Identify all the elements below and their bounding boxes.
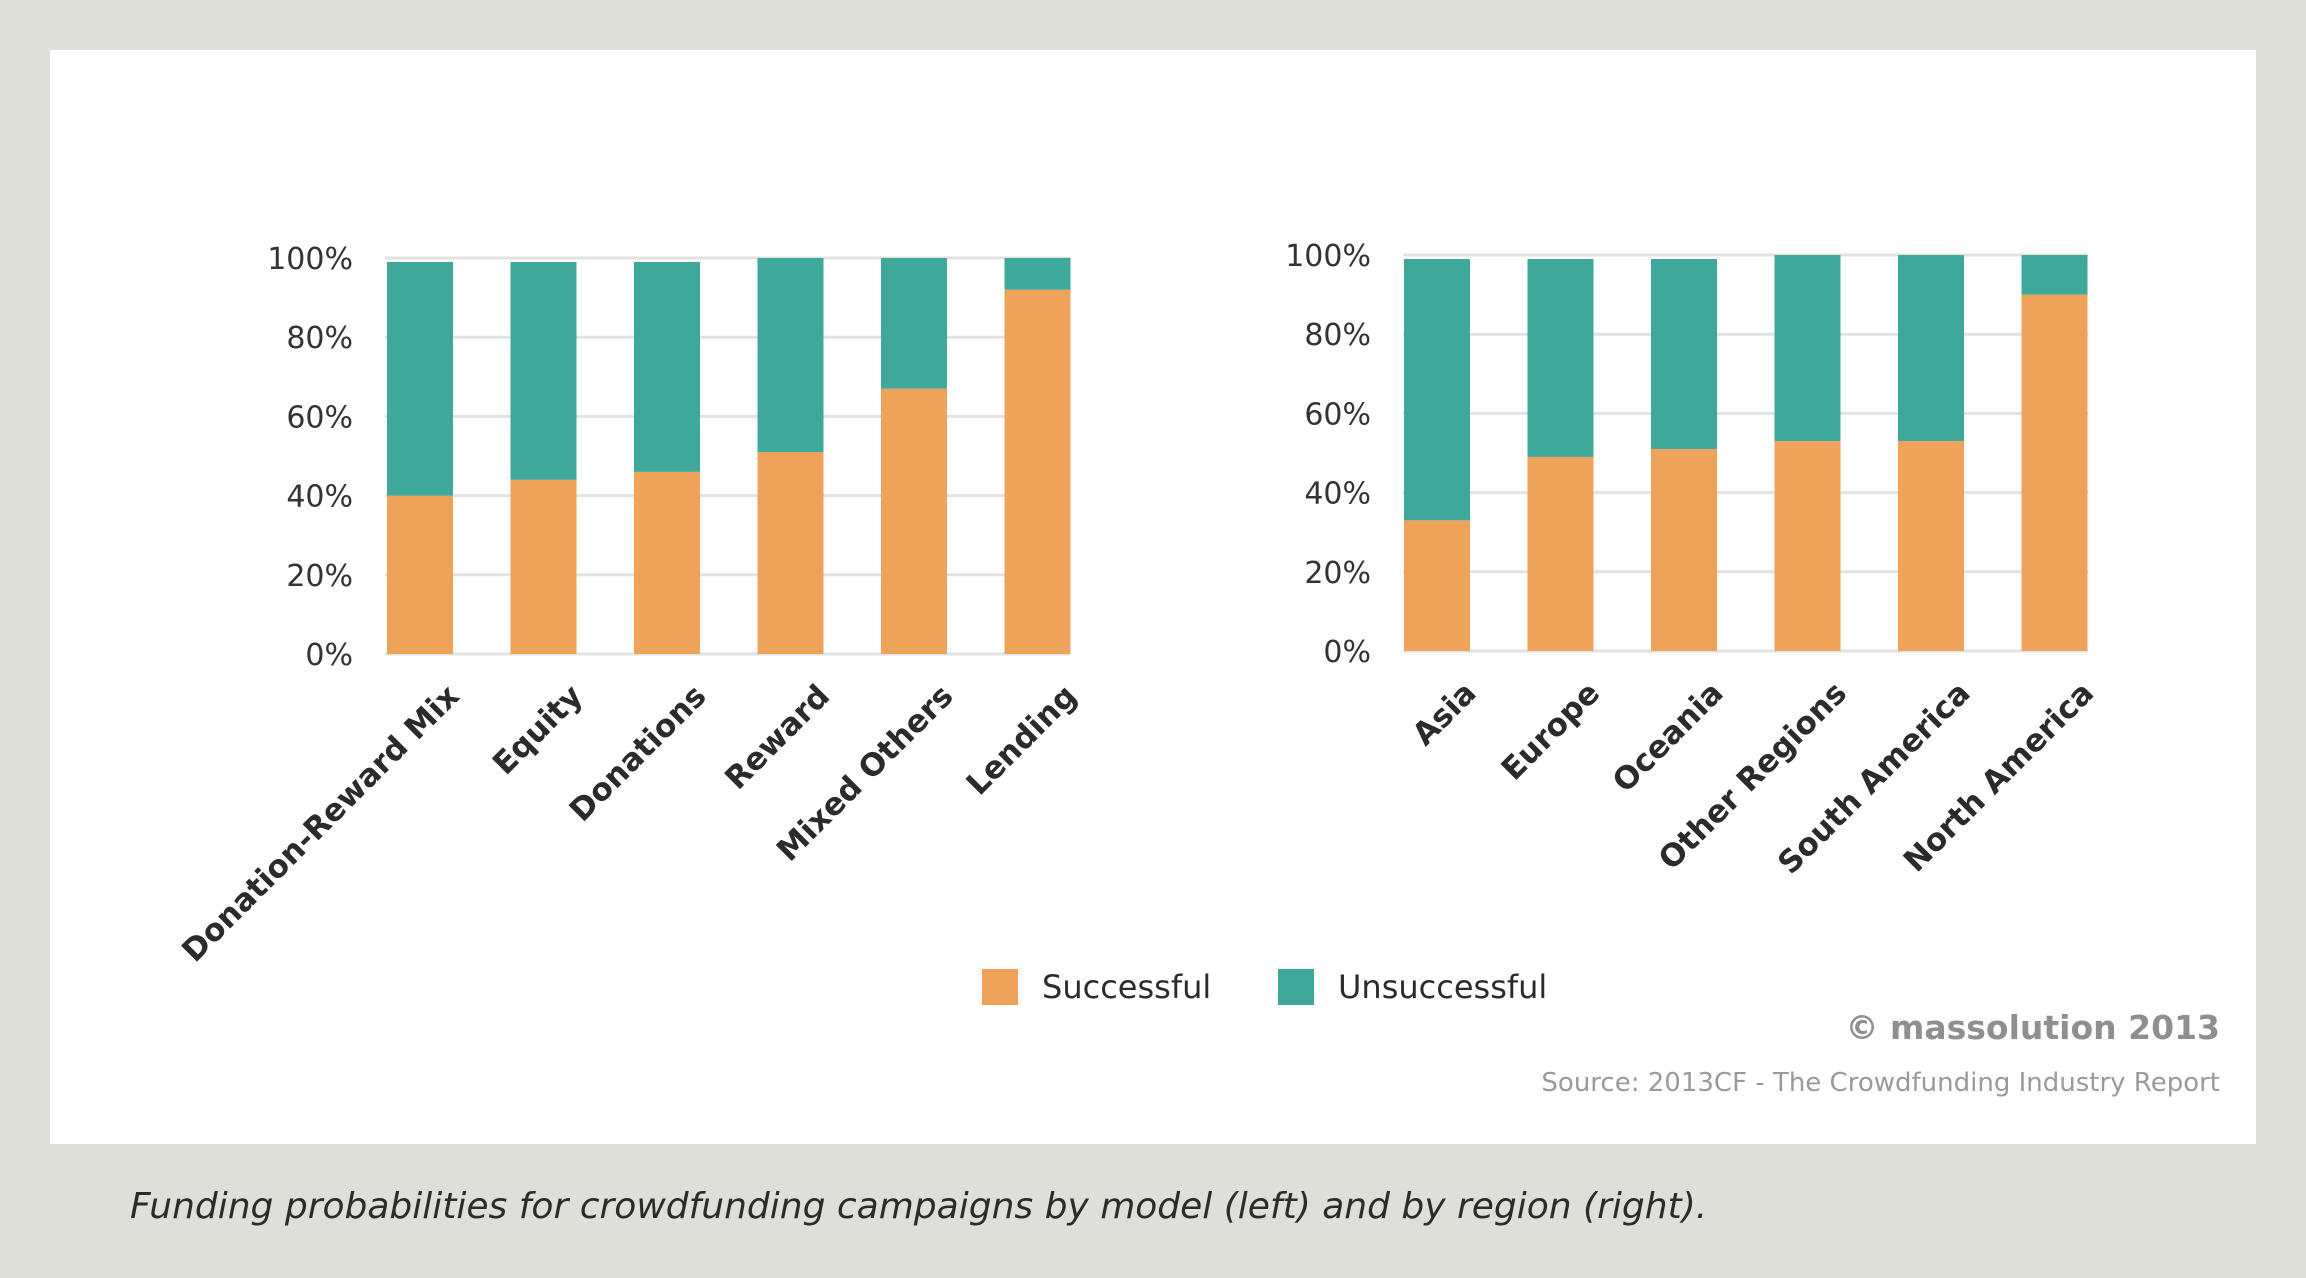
x-category-label: Asia — [1406, 675, 1484, 753]
legend: Successful Unsuccessful — [50, 967, 2256, 1007]
bar-unsuccessful-south-america — [1898, 255, 1964, 442]
y-tick-label: 40% — [286, 480, 353, 515]
bar-successful-asia — [1404, 520, 1470, 651]
bar-unsuccessful-asia — [1404, 258, 1470, 521]
legend-swatch-unsuccessful — [1278, 969, 1314, 1005]
bar-successful-south-america — [1898, 441, 1964, 651]
y-tick-label: 80% — [286, 321, 353, 356]
x-category-label: Europe — [1495, 675, 1607, 787]
bar-unsuccessful-donation-reward-mix — [387, 261, 453, 496]
bar-unsuccessful-reward — [757, 258, 824, 453]
bar-unsuccessful-europe — [1527, 258, 1594, 457]
bar-unsuccessful-donations — [634, 261, 700, 472]
legend-item-unsuccessful: Unsuccessful — [1278, 967, 1547, 1007]
bar-successful-reward — [757, 452, 824, 654]
y-tick-label: 0% — [305, 638, 353, 673]
bar-successful-oceania — [1651, 449, 1717, 651]
x-category-label: Reward — [718, 678, 837, 797]
bar-unsuccessful-north-america — [2021, 255, 2088, 295]
copyright-text: © massolution 2013 — [1845, 1008, 2221, 1047]
bar-unsuccessful-lending — [1004, 258, 1071, 290]
legend-item-successful: Successful — [982, 967, 1211, 1007]
chart-by-model: 0% 20% 40% 60% 80% 100% Donation-Reward Mix Equ… — [175, 242, 1084, 969]
bar-successful-donations — [634, 471, 700, 654]
y-tick-label: 80% — [1304, 318, 1371, 353]
bar-successful-donation-reward-mix — [387, 495, 453, 654]
x-category-label: Lending — [960, 678, 1084, 802]
bar-unsuccessful-oceania — [1651, 258, 1717, 450]
y-tick-label: 60% — [1304, 397, 1371, 432]
y-tick-label: 40% — [1304, 477, 1371, 512]
source-text: Source: 2013CF - The Crowdfunding Indust… — [1541, 1068, 2220, 1098]
y-tick-label: 0% — [1323, 635, 1371, 670]
x-category-label: Oceania — [1606, 675, 1731, 800]
bar-unsuccessful-mixed-others — [881, 258, 947, 389]
bar-successful-north-america — [2021, 294, 2088, 651]
bar-unsuccessful-other-regions — [1774, 255, 1841, 442]
x-category-label: Donation-Reward Mix — [175, 678, 466, 969]
bar-successful-lending — [1004, 289, 1071, 654]
chart-by-region: 0%20%40%60%80%100%Asia EuropeOceaniaOther… — [1285, 239, 2101, 881]
legend-label-unsuccessful: Unsuccessful — [1338, 968, 1548, 1006]
x-category-label: Equity — [486, 678, 590, 782]
figure-caption: Funding probabilities for crowdfunding c… — [130, 1186, 1708, 1227]
y-tick-label: 100% — [267, 242, 353, 277]
legend-label-successful: Successful — [1042, 968, 1212, 1006]
chart-panel: 0% 20% 40% 60% 80% 100% Donation-Reward Mix Equ… — [50, 50, 2256, 1144]
bar-successful-equity — [510, 479, 577, 654]
y-tick-label: 20% — [286, 559, 353, 594]
y-tick-label: 100% — [1285, 239, 1371, 274]
bar-successful-mixed-others — [881, 388, 947, 654]
bar-successful-other-regions — [1774, 441, 1841, 651]
bar-unsuccessful-equity — [510, 261, 577, 480]
legend-swatch-successful — [982, 969, 1018, 1005]
charts-canvas: 0% 20% 40% 60% 80% 100% Donation-Reward Mix Equ… — [175, 239, 2101, 969]
bar-successful-europe — [1527, 456, 1594, 651]
y-tick-label: 60% — [286, 400, 353, 435]
y-tick-label: 20% — [1304, 556, 1371, 591]
